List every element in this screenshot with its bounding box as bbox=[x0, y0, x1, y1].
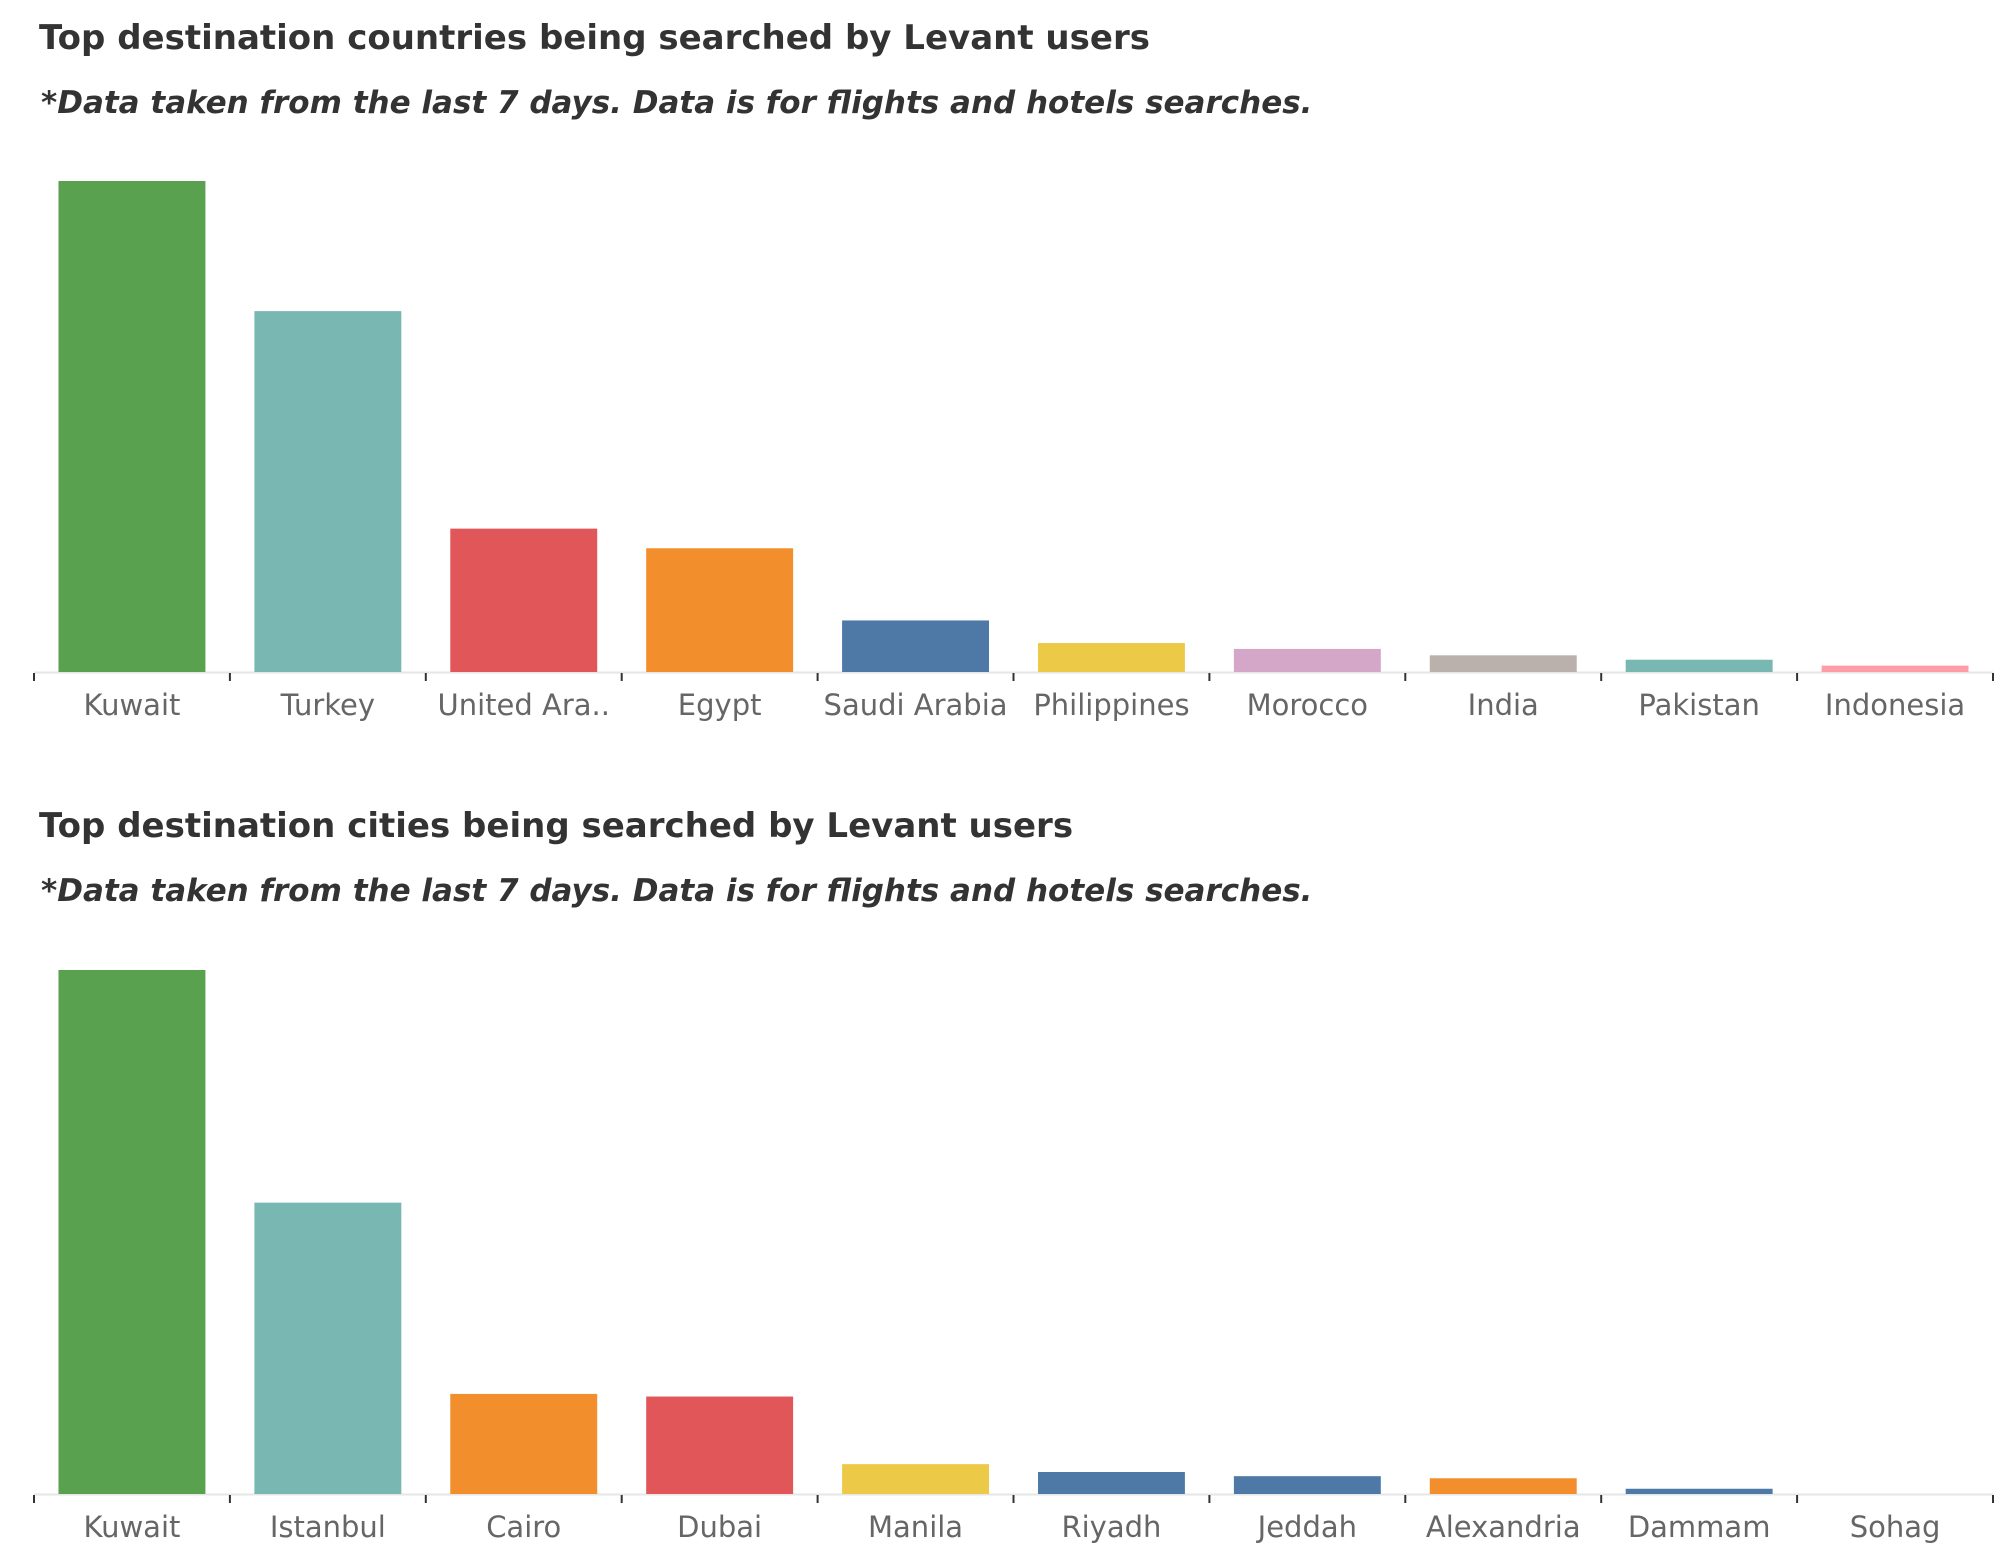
bar-pakistan[interactable] bbox=[1625, 659, 1773, 672]
bar-morocco[interactable] bbox=[1233, 648, 1381, 672]
x-tick-label: Philippines bbox=[1033, 688, 1189, 722]
x-tick-label: Morocco bbox=[1247, 688, 1368, 722]
countries-bar-chart: Kuwait Turkey United Ara.. Egypt Saudi Arabi… bbox=[33, 181, 1994, 722]
x-tick-label: Kuwait bbox=[84, 688, 181, 722]
bar-philippines[interactable] bbox=[1037, 643, 1185, 672]
bar-istanbul[interactable] bbox=[254, 1202, 402, 1494]
bar-turkey[interactable] bbox=[254, 311, 402, 672]
cities-chart: Top destination cities being searched by… bbox=[0, 790, 2012, 1564]
x-tick-label: Riyadh bbox=[1061, 1510, 1161, 1544]
cities-chart-subtitle: *Data taken from the last 7 days. Data i… bbox=[41, 873, 1313, 909]
x-tick-label: Cairo bbox=[486, 1510, 561, 1544]
x-tick-label: Istanbul bbox=[270, 1510, 386, 1544]
x-tick-label: Alexandria bbox=[1426, 1510, 1581, 1544]
bar-dubai[interactable] bbox=[646, 1396, 794, 1494]
x-tick-label: Jeddah bbox=[1256, 1510, 1357, 1544]
x-tick-label: Kuwait bbox=[84, 1510, 181, 1544]
x-tick-label: Indonesia bbox=[1825, 688, 1965, 722]
bar-saudi-arabia[interactable] bbox=[842, 620, 990, 672]
bar-kuwait[interactable] bbox=[58, 181, 206, 672]
bar-indonesia[interactable] bbox=[1821, 665, 1969, 672]
bar-egypt[interactable] bbox=[646, 548, 794, 672]
bar-alexandria[interactable] bbox=[1429, 1478, 1577, 1494]
x-tick-label: Saudi Arabia bbox=[824, 688, 1008, 722]
countries-chart: Top destination countries being searched… bbox=[33, 18, 1994, 722]
countries-chart-subtitle: *Data taken from the last 7 days. Data i… bbox=[41, 85, 1313, 121]
bar-riyadh[interactable] bbox=[1037, 1471, 1185, 1494]
cities-chart-title: Top destination cities being searched by… bbox=[39, 806, 1074, 846]
bar-jeddah[interactable] bbox=[1233, 1476, 1381, 1494]
bar-manila[interactable] bbox=[842, 1464, 990, 1494]
x-tick-label: Egypt bbox=[678, 688, 762, 722]
x-tick-label: Manila bbox=[868, 1510, 963, 1544]
bar-kuwait[interactable] bbox=[58, 970, 206, 1494]
x-tick-label: Sohag bbox=[1850, 1510, 1941, 1544]
cities-bar-chart: Kuwait Istanbul Cairo Dubai Manila Riyadh Jedd… bbox=[33, 970, 1994, 1544]
x-tick-label: India bbox=[1468, 688, 1539, 722]
bar-dammam[interactable] bbox=[1625, 1488, 1773, 1494]
countries-chart-title: Top destination countries being searched… bbox=[39, 18, 1150, 58]
x-tick-label: United Ara.. bbox=[438, 688, 610, 722]
bar-united-ara[interactable] bbox=[450, 528, 598, 672]
bar-india[interactable] bbox=[1429, 655, 1577, 672]
x-tick-label: Dammam bbox=[1628, 1510, 1771, 1544]
x-tick-label: Dubai bbox=[677, 1510, 762, 1544]
x-tick-label: Turkey bbox=[280, 688, 375, 722]
bar-cairo[interactable] bbox=[450, 1393, 598, 1494]
x-tick-label: Pakistan bbox=[1638, 688, 1759, 722]
